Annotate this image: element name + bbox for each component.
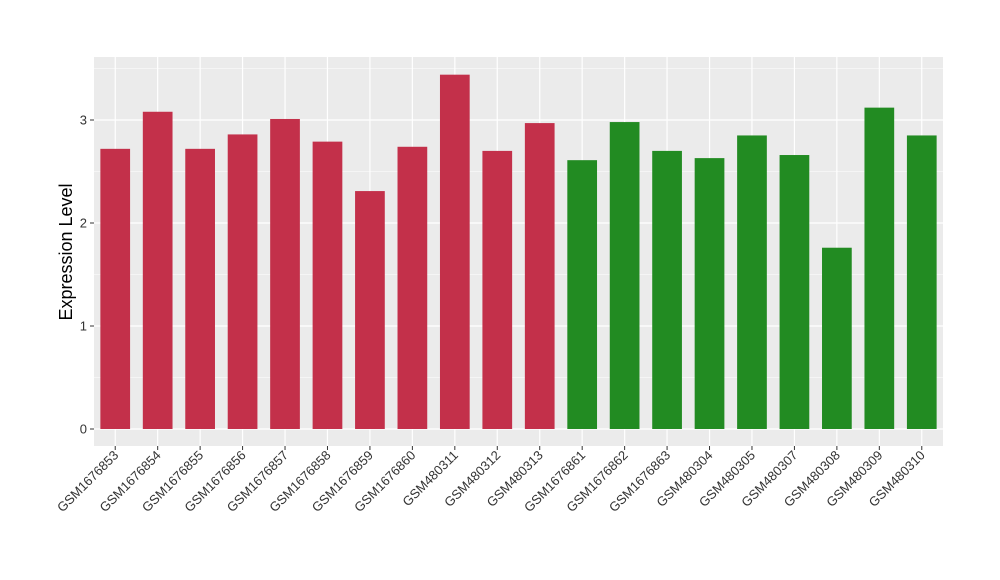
bar-gsm480309 bbox=[864, 107, 895, 429]
bar-gsm480310 bbox=[906, 135, 937, 429]
bar-gsm1676853 bbox=[100, 148, 131, 429]
bar-gsm1676855 bbox=[185, 148, 215, 429]
bar-gsm1676862 bbox=[609, 122, 640, 429]
bar-gsm480307 bbox=[779, 155, 810, 429]
bar-gsm480311 bbox=[439, 74, 470, 430]
bar-gsm1676860 bbox=[397, 146, 428, 429]
bar-gsm1676857 bbox=[270, 118, 300, 429]
bar-gsm1676859 bbox=[355, 191, 385, 429]
y-tick-label: 0 bbox=[80, 422, 87, 437]
bar-gsm480313 bbox=[524, 123, 555, 429]
bar-gsm480308 bbox=[822, 247, 852, 429]
bar-gsm1676863 bbox=[652, 150, 682, 429]
y-tick-label: 1 bbox=[80, 319, 87, 334]
plot-panel bbox=[94, 57, 943, 446]
y-tick-label: 3 bbox=[80, 113, 87, 128]
bar-gsm480305 bbox=[737, 135, 767, 429]
bar-gsm1676858 bbox=[312, 141, 343, 429]
y-tick-label: 2 bbox=[80, 216, 87, 231]
y-axis-title: Expression Level bbox=[56, 183, 76, 320]
bar-gsm1676861 bbox=[567, 160, 598, 430]
bar-gsm1676854 bbox=[142, 111, 173, 429]
bar-gsm480312 bbox=[482, 150, 513, 429]
y-axis-ticks: 0 1 2 3 bbox=[80, 113, 94, 437]
bar-gsm480304 bbox=[694, 158, 725, 430]
x-axis-ticks: GSM1676853GSM1676854GSM1676855GSM1676856… bbox=[54, 446, 928, 515]
bar-gsm1676856 bbox=[227, 134, 258, 430]
bars bbox=[100, 74, 937, 430]
